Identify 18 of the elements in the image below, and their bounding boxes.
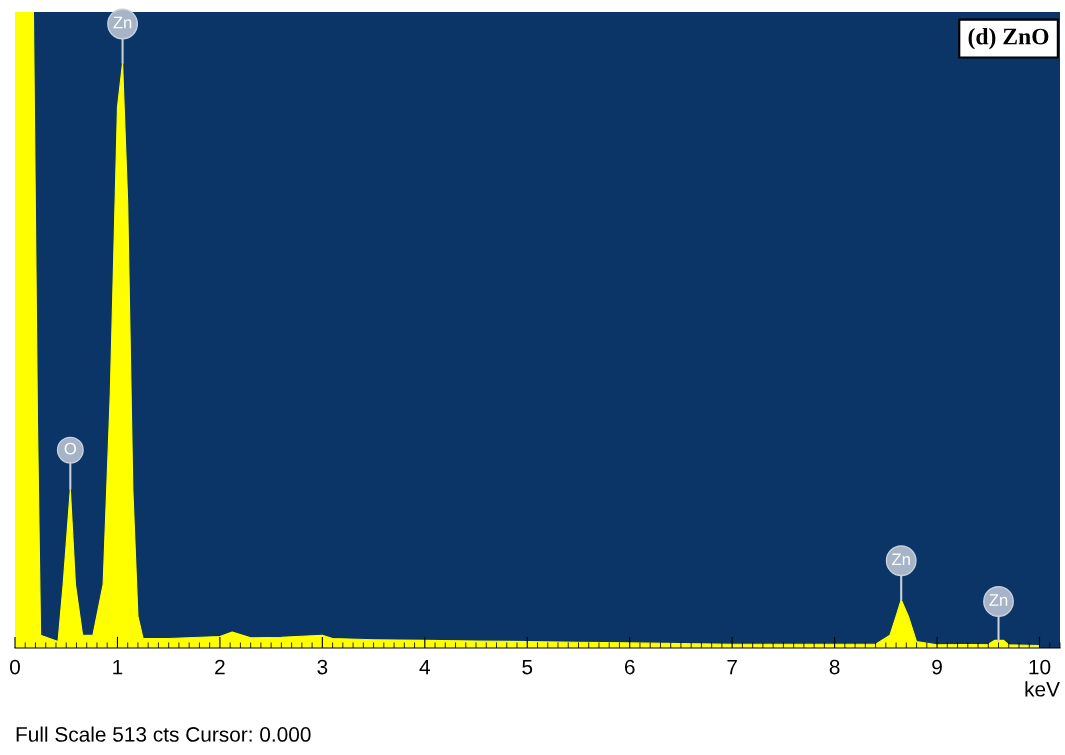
annotation: O [64,442,77,455]
x-tick-label: 6 [624,659,635,675]
annotation: Zn [892,553,910,566]
x-tick-label: 3 [317,659,328,675]
text: (d) ZnO [968,27,1049,50]
x-tick-label: 10 [1029,659,1051,675]
x-tick-label: 0 [10,659,20,675]
x-tick-label: 7 [727,659,737,675]
x-tick-label: 2 [215,659,225,675]
x-tick-label: 4 [419,659,430,675]
x-tick-label: 5 [522,659,533,675]
x-axis-title: keV [1025,681,1060,697]
x-tick-label: 8 [829,659,840,675]
text: Full Scale 513 cts Cursor: 0.000 [16,726,311,742]
x-tick-label: 9 [932,659,942,675]
annotation: Zn [113,16,132,29]
annotation: Zn [989,594,1008,606]
x-tick-label: 1 [113,659,123,675]
